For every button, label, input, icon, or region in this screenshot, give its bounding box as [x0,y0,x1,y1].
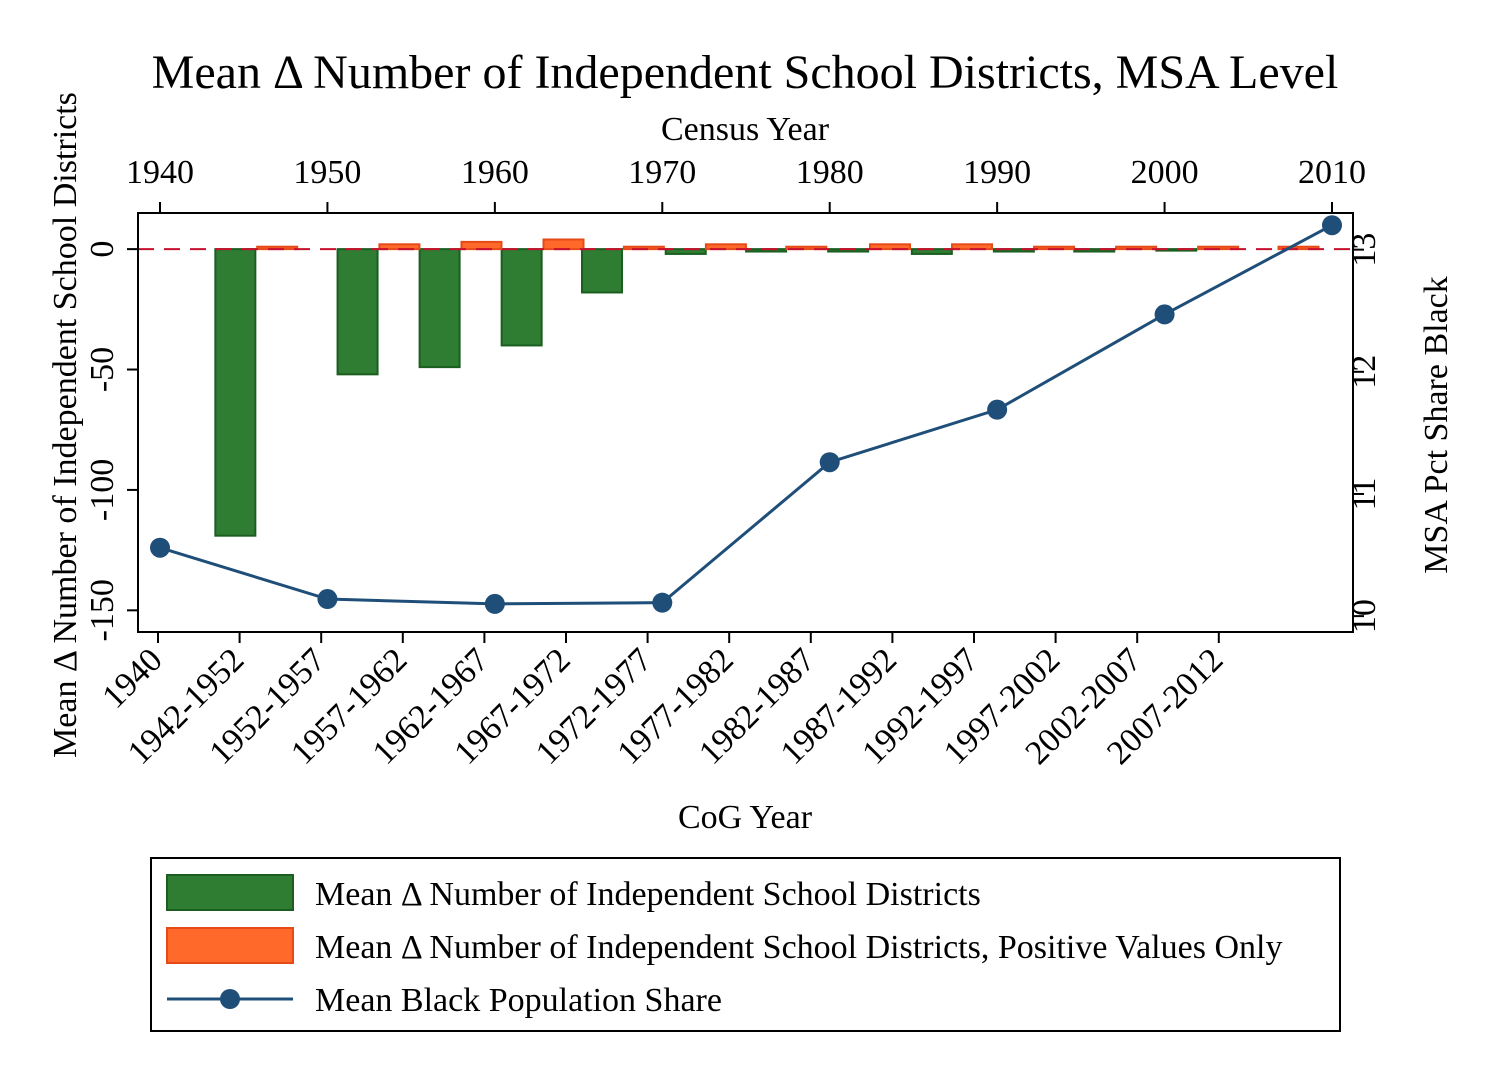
left-axis-ticks: 0 -50 -100 -150 [84,241,138,641]
bottom-axis-title: CoG Year [678,799,813,836]
black-share-line [159,223,1333,606]
black-share-point [1322,215,1342,236]
chart-title: Mean Δ Number of Independent School Dist… [152,46,1339,99]
bar-negative [336,248,379,376]
top-tick-label: 1990 [963,154,1031,191]
top-tick-label: 1980 [796,154,864,191]
legend-swatch-positive-bars [166,927,294,964]
bar-positive [1277,245,1320,251]
bar-negative [500,248,543,347]
black-share-point [652,592,673,613]
top-axis-title: Census Year [661,111,830,148]
left-axis-title: Mean Δ Number of Independent School Dist… [47,92,84,758]
left-tick-label: -100 [84,459,121,521]
top-tick-label: 1940 [126,154,194,191]
legend-box [150,857,1341,1032]
legend-label-positive-bars: Mean Δ Number of Independent School Dist… [315,929,1282,966]
line-series-group [150,215,1342,614]
left-tick-label: 0 [84,241,121,258]
top-tick-label: 1960 [461,154,529,191]
top-tick-label: 2010 [1298,154,1366,191]
bar-positive [460,240,503,251]
right-tick-label: 11 [1346,478,1383,511]
bar-positive [868,243,911,251]
plot-frame-group [137,212,1354,633]
legend-label-negative-bars: Mean Δ Number of Independent School Dist… [315,876,981,913]
left-tick-label: -150 [84,579,121,641]
bar-negative [214,248,257,537]
top-tick-label: 1970 [628,154,696,191]
bottom-tick-label: 1940 [95,641,169,715]
right-tick-label: 10 [1346,599,1383,633]
top-tick-label: 1950 [293,154,361,191]
right-axis-title: MSA Pct Share Black [1418,276,1455,573]
right-tick-label: 13 [1346,233,1383,267]
bar-negative [418,248,461,369]
bar-positive [542,238,585,251]
bars-positive-group [256,238,1320,251]
legend-marker-black-share [220,989,240,1009]
bars-negative-group [214,248,1198,537]
black-share-point [150,537,170,558]
bar-negative [992,248,1035,253]
top-axis-ticks: 1940 1950 1960 1970 1980 1990 2000 2010 [126,154,1366,213]
black-share-point [317,589,338,610]
left-tick-label: -50 [84,347,121,392]
legend: Mean Δ Number of Independent School Dist… [150,857,1341,1032]
legend-swatch-negative-bars [166,874,294,911]
bar-negative [581,248,624,294]
black-share-point [987,399,1008,420]
bar-negative [1073,248,1116,253]
bar-positive [785,245,828,251]
black-share-point [484,593,505,614]
top-tick-label: 2000 [1131,154,1199,191]
right-tick-label: 12 [1346,355,1383,389]
bottom-axis-ticks: 19401942-19521952-19571957-19621962-1967… [95,632,1230,772]
right-axis-ticks: 10 11 12 13 [1346,233,1383,633]
legend-label-black-share: Mean Black Population Share [315,982,722,1019]
black-share-point [1154,304,1175,325]
plot-area-border [137,212,1354,633]
black-share-point [819,452,840,473]
